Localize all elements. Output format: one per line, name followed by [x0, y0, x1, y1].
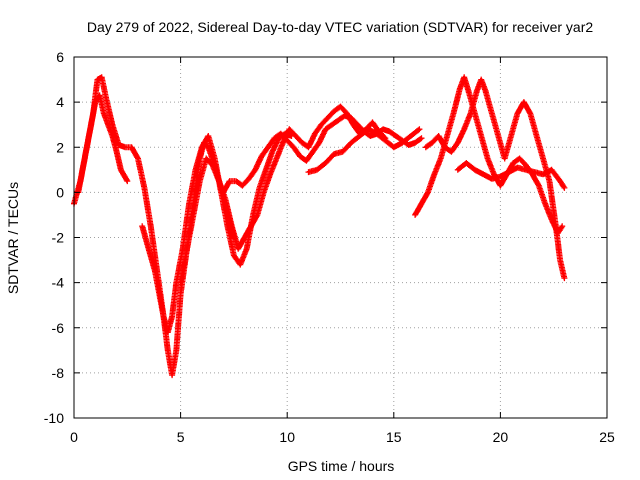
x-tick-label: 0 [70, 429, 78, 445]
x-tick-label: 10 [279, 429, 295, 445]
y-tick-label: -6 [52, 320, 65, 336]
y-tick-labels: -10 -8 -6 -4 -2 0 2 4 6 [44, 49, 64, 426]
satellite-track-3 [139, 130, 295, 336]
satellite-track-9-points [454, 160, 568, 191]
y-tick-label: -8 [52, 365, 65, 381]
y-tick-label: 2 [56, 139, 64, 155]
x-tick-label: 25 [599, 429, 615, 445]
data-marks [71, 74, 568, 379]
y-tick-label: -2 [52, 230, 65, 246]
satellite-track-6-points [305, 126, 423, 176]
y-tick-label: 4 [56, 94, 64, 110]
satellite-track-8 [422, 76, 568, 282]
satellite-track-9 [454, 160, 568, 191]
y-tick-label: 0 [56, 184, 64, 200]
y-axis-label: SDTVAR / TECUs [5, 182, 21, 294]
satellite-track-5 [220, 112, 425, 196]
satellite-track-6 [305, 126, 423, 176]
satellite-track-3-points [139, 130, 295, 336]
satellite-track-8-points [422, 76, 568, 282]
satellite-track-1 [71, 74, 237, 379]
axis-ticks [73, 56, 608, 419]
x-axis-label: GPS time / hours [288, 458, 395, 474]
satellite-track-4-points [177, 103, 389, 286]
x-tick-label: 15 [386, 429, 402, 445]
satellite-track-4 [177, 103, 389, 286]
satellite-track-1-points [71, 74, 237, 379]
x-tick-labels: 0 5 10 15 20 25 [70, 429, 615, 445]
x-tick-label: 20 [493, 429, 509, 445]
grid-layer [74, 57, 607, 418]
chart-title: Day 279 of 2022, Sidereal Day-to-day VTE… [87, 19, 593, 35]
y-tick-label: -4 [52, 275, 65, 291]
y-tick-label: -10 [44, 410, 64, 426]
y-tick-label: 6 [56, 49, 64, 65]
satellite-track-5-points [220, 112, 425, 196]
x-tick-label: 5 [177, 429, 185, 445]
